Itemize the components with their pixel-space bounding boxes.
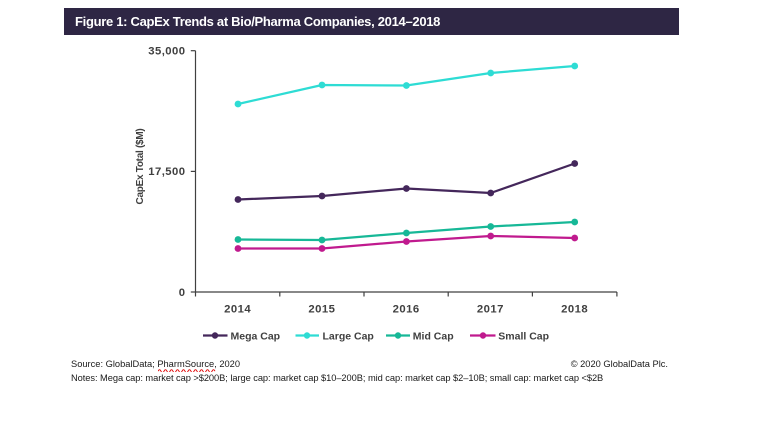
svg-text:2015: 2015 [308, 304, 335, 316]
svg-text:2018: 2018 [561, 304, 588, 316]
svg-text:Small Cap: Small Cap [498, 330, 549, 342]
svg-text:CapEx Total ($M): CapEx Total ($M) [135, 129, 146, 205]
svg-text:Mega Cap: Mega Cap [231, 330, 281, 342]
svg-text:35,000: 35,000 [148, 46, 185, 58]
svg-text:0: 0 [179, 287, 186, 299]
svg-text:Large Cap: Large Cap [323, 330, 374, 342]
svg-text:Mid Cap: Mid Cap [413, 330, 454, 342]
svg-text:17,500: 17,500 [148, 166, 185, 178]
svg-text:2016: 2016 [393, 304, 420, 316]
svg-text:2014: 2014 [224, 304, 251, 316]
svg-text:2017: 2017 [477, 304, 504, 316]
